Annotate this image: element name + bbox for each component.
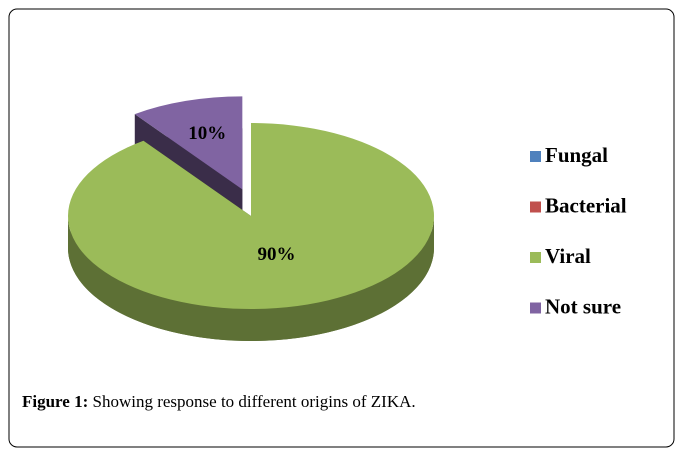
legend-swatch: [530, 201, 541, 213]
legend-label: Bacterial: [545, 193, 627, 217]
slice: [67, 123, 434, 309]
value-label: 90%: [257, 244, 295, 265]
legend-swatch: [530, 252, 541, 263]
caption-text: Showing response to different origins of…: [93, 392, 416, 411]
legend-swatch: [530, 302, 541, 314]
legend-label: Viral: [545, 244, 591, 268]
value-label: 10%: [188, 123, 226, 144]
caption: Figure 1: Showing response to different …: [22, 392, 416, 411]
legend-label: Fungal: [545, 143, 608, 167]
legend-label: Not sure: [545, 294, 621, 318]
caption-label: Figure 1:: [22, 392, 88, 411]
slice: [134, 96, 243, 190]
slice-side: [68, 216, 434, 341]
legend-swatch: [530, 151, 541, 162]
